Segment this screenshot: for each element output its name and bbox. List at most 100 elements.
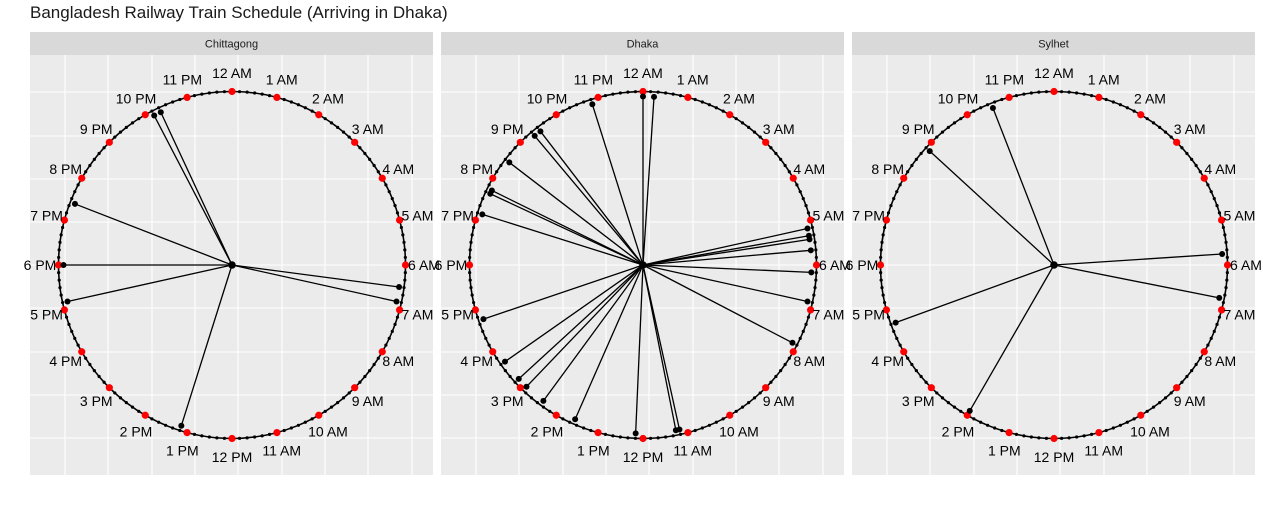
arrival-point (966, 407, 973, 414)
minute-tick (363, 151, 367, 156)
minute-tick (1118, 423, 1122, 427)
minute-tick (940, 130, 945, 134)
arrival-point (1219, 250, 1226, 257)
minute-tick (164, 423, 168, 427)
panel-strip (30, 32, 433, 55)
hour-label: 2 AM (312, 91, 344, 107)
minute-tick (395, 315, 400, 319)
hour-label: 2 AM (1134, 91, 1166, 107)
arrival-spoke (231, 264, 397, 303)
minute-tick (1169, 391, 1173, 395)
hour-label: 12 AM (623, 65, 663, 81)
hour-marker (927, 138, 935, 146)
minute-tick (368, 369, 372, 373)
minute-tick (102, 380, 106, 384)
minute-tick (403, 278, 407, 282)
hour-label: 2 PM (120, 423, 153, 439)
minute-tick (1212, 329, 1216, 333)
minute-tick (487, 343, 491, 347)
minute-tick (892, 329, 896, 333)
hour-label: 5 AM (813, 207, 845, 223)
hour-label: 8 PM (460, 161, 493, 177)
minute-tick (906, 356, 910, 360)
hour-marker (105, 384, 113, 392)
minute-tick (150, 109, 154, 113)
hour-marker (273, 428, 281, 437)
minute-tick (57, 270, 61, 275)
minute-tick (92, 157, 96, 161)
minute-tick (157, 420, 161, 424)
panel-dhaka: Dhaka 12 AM 1 AM 2 AM 3 AM 4 AM 5 AM 6 AM 7 AM 8 … (435, 32, 851, 475)
arrival-spoke (160, 112, 233, 266)
minute-tick (535, 125, 539, 129)
hour-label: 4 PM (871, 353, 904, 369)
minute-tick (589, 97, 593, 102)
minute-tick (801, 329, 805, 333)
minute-tick (245, 90, 249, 94)
arrival-spoke (1053, 253, 1223, 266)
arrival-spoke (231, 264, 400, 288)
minute-tick (1067, 436, 1071, 440)
minute-tick (813, 240, 817, 244)
minute-tick (814, 270, 818, 275)
minute-tick (1224, 286, 1228, 290)
hour-marker (465, 261, 474, 269)
hour-label: 6 AM (1230, 257, 1262, 273)
minute-tick (693, 97, 697, 102)
minute-tick (1194, 362, 1198, 367)
minute-tick (323, 409, 327, 413)
arrival-point (71, 200, 78, 207)
minute-tick (935, 135, 939, 139)
minute-tick (468, 255, 472, 260)
hour-label: 3 AM (1174, 121, 1206, 137)
minute-tick (61, 225, 65, 230)
minute-tick (1151, 121, 1156, 125)
hour-marker (762, 384, 770, 392)
minute-tick (303, 106, 307, 110)
minute-tick (282, 428, 286, 433)
hour-label: 8 AM (1204, 353, 1236, 369)
minute-tick (470, 293, 474, 297)
minute-tick (721, 417, 725, 421)
arrival-spoke (642, 264, 808, 303)
hour-label: 6 PM (435, 257, 468, 273)
arrival-spoke (635, 264, 644, 434)
minute-tick (618, 91, 622, 95)
arrival-spoke (642, 264, 812, 273)
arrival-spoke (642, 264, 793, 344)
minute-tick (979, 420, 983, 424)
minute-tick (1132, 417, 1136, 421)
hour-marker (471, 216, 480, 224)
hour-marker (1137, 411, 1145, 419)
minute-tick (1169, 135, 1173, 139)
minute-tick (575, 423, 579, 427)
minute-tick (524, 391, 528, 395)
panel-chittagong: Chittagong 12 AM 1 AM 2 AM 3 AM 4 AM 5 AM 6 AM 7… (24, 32, 440, 475)
arrival-point (789, 339, 796, 346)
minute-tick (372, 163, 376, 168)
hour-label: 1 PM (988, 442, 1021, 458)
hour-marker (315, 111, 323, 119)
minute-tick (618, 435, 622, 439)
minute-tick (57, 248, 61, 252)
minute-tick (814, 248, 818, 252)
minute-tick (358, 146, 362, 150)
minute-tick (769, 146, 773, 150)
minute-tick (118, 130, 123, 134)
minute-tick (919, 374, 923, 379)
minute-tick (700, 100, 704, 104)
minute-tick (1104, 97, 1108, 102)
hour-label: 5 PM (852, 307, 885, 323)
minute-tick (814, 278, 818, 282)
arrival-point (488, 187, 495, 194)
arrival-point (1216, 294, 1223, 301)
minute-tick (1075, 91, 1079, 95)
minute-tick (88, 163, 92, 168)
hour-label: 11 AM (262, 442, 301, 458)
hour-marker (594, 93, 602, 102)
minute-tick (358, 380, 362, 384)
minute-tick (118, 396, 123, 400)
arrival-point (537, 128, 544, 135)
hour-label: 9 AM (1174, 393, 1206, 409)
minute-tick (787, 356, 791, 360)
